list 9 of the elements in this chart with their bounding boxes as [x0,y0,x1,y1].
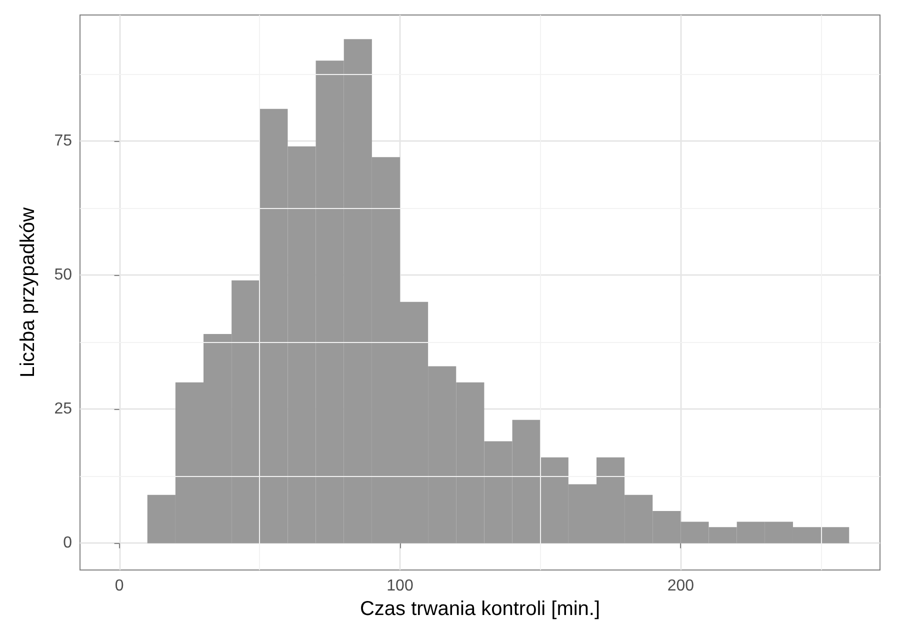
y-tick-label: 50 [54,266,72,284]
x-tick-label: 100 [386,578,414,594]
y-tick-label: 75 [54,132,72,150]
y-tick-label: 0 [63,534,72,552]
x-tick-label: 200 [667,578,694,594]
y-axis-title: Liczba przypadków [17,206,39,378]
x-axis-title: Czas trwania kontroli [min.] [360,598,600,620]
x-tick-label: 0 [114,578,124,594]
y-tick-label: 25 [54,400,72,418]
